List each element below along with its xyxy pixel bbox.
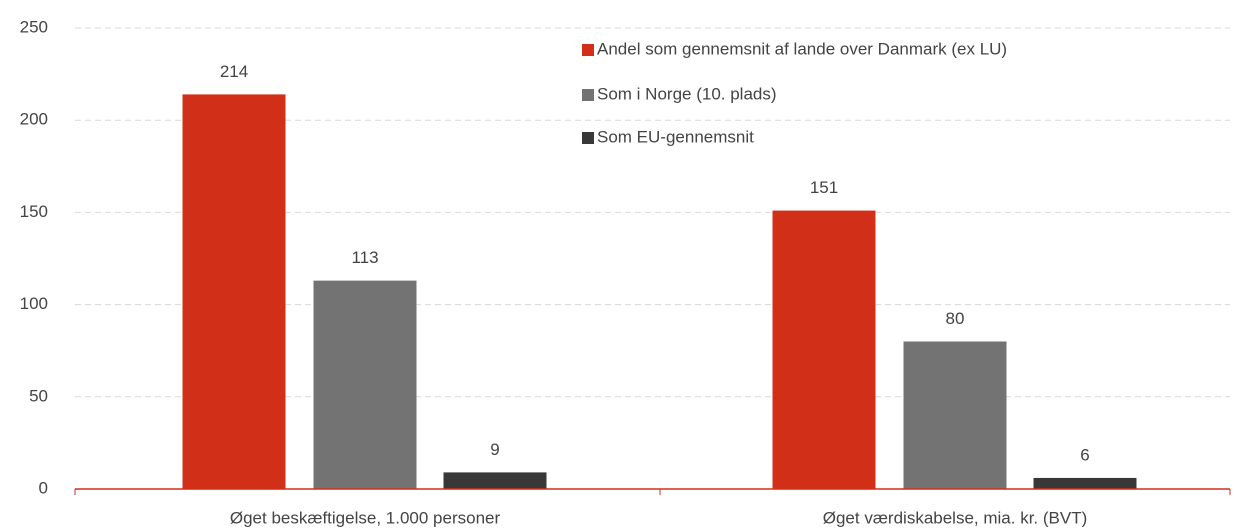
y-tick-label: 250 [20, 17, 48, 36]
data-label: 9 [490, 440, 499, 459]
bar [772, 210, 876, 489]
y-tick-label: 200 [20, 110, 48, 129]
data-label: 6 [1080, 445, 1089, 464]
legend-swatch [582, 89, 594, 101]
y-tick-label: 150 [20, 202, 48, 221]
y-tick-label: 0 [39, 478, 48, 497]
data-label: 80 [946, 309, 965, 328]
y-tick-label: 100 [20, 294, 48, 313]
data-label: 151 [810, 178, 838, 197]
bar [1033, 477, 1137, 489]
bar [903, 341, 1007, 489]
bar [182, 94, 286, 489]
legend-label: Som i Norge (10. plads) [597, 84, 777, 103]
legend-swatch [582, 44, 594, 56]
y-tick-label: 50 [29, 386, 48, 405]
x-tick-label: Øget beskæftigelse, 1.000 personer [230, 508, 501, 527]
legend-label: Som EU-gennemsnit [597, 127, 754, 146]
bar [443, 472, 547, 489]
legend-swatch [582, 132, 594, 144]
data-label: 113 [351, 248, 378, 267]
data-label: 214 [220, 62, 248, 81]
bar [313, 280, 417, 489]
x-tick-label: Øget værdiskabelse, mia. kr. (BVT) [823, 508, 1088, 527]
legend-label: Andel som gennemsnit af lande over Danma… [597, 39, 1007, 58]
